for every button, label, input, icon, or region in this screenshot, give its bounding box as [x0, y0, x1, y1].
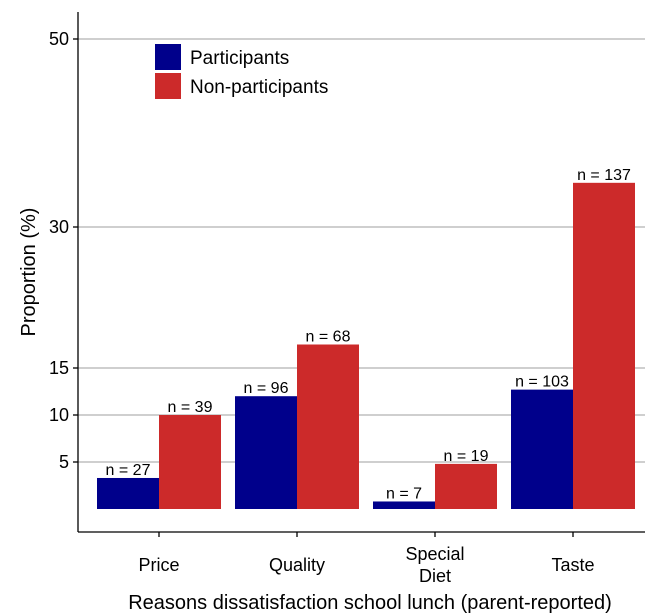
bar-value-label: n = 103	[515, 374, 569, 391]
bar-participants	[511, 389, 573, 509]
x-tick-label: Price	[138, 555, 179, 575]
x-tick-label: Special	[405, 544, 464, 564]
bar-non-participants	[435, 463, 497, 509]
axes	[77, 12, 645, 533]
legend-swatch-participants	[155, 44, 181, 70]
y-tick-label: 15	[49, 358, 69, 378]
bar-participants	[235, 396, 297, 509]
y-axis-title: Proportion (%)	[18, 208, 40, 337]
x-tick-label: Taste	[551, 555, 594, 575]
legend-swatch-non-participants	[155, 73, 181, 99]
y-tick-label: 50	[49, 29, 69, 49]
bar-value-label: n = 7	[386, 485, 422, 502]
y-tick-label: 30	[49, 217, 69, 237]
bar-value-label: n = 19	[444, 448, 489, 465]
data-labels: n = 27 n = 96 n = 7 n = 103 n = 39 n = 68 n = …	[106, 167, 631, 503]
legend: Participants Non-participants	[155, 44, 328, 99]
bar-value-label: n = 96	[244, 380, 289, 397]
legend-label: Non-participants	[190, 77, 328, 98]
bar-participants	[97, 477, 159, 509]
x-axis-title: Reasons dissatisfaction school lunch (pa…	[128, 592, 612, 614]
bar-non-participants	[297, 344, 359, 509]
bar-non-participants	[573, 182, 635, 509]
bar-value-label: n = 39	[168, 399, 213, 416]
y-tick-labels: 5 10 15 30 50	[49, 29, 78, 472]
x-tick-label: Diet	[419, 566, 451, 586]
bar-value-label: n = 68	[306, 329, 351, 346]
bar-value-label: n = 137	[577, 167, 631, 184]
y-tick-label: 10	[49, 405, 69, 425]
bar-value-label: n = 27	[106, 462, 151, 479]
legend-label: Participants	[190, 48, 289, 69]
bar-non-participants	[159, 415, 221, 509]
x-tick-label: Quality	[269, 555, 325, 575]
y-tick-label: 5	[59, 452, 69, 472]
bars	[97, 182, 635, 509]
bar-participants	[373, 501, 435, 509]
